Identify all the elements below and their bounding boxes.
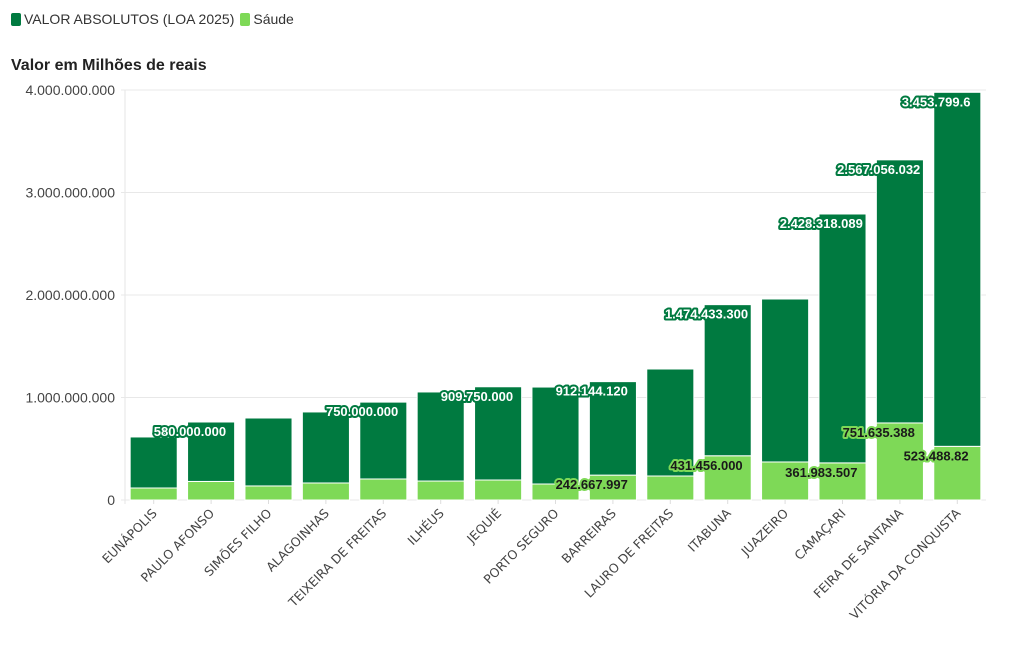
data-label: 3.453.799.6 (902, 94, 971, 109)
bar-valor-absolutos[interactable] (301, 411, 350, 484)
bar-valor-absolutos[interactable] (474, 386, 523, 481)
y-tick-label: 4.000.000.000 (25, 82, 115, 98)
x-tick-label: TEIXEIRA DE FREITAS (285, 505, 390, 610)
bar-valor-absolutos[interactable] (359, 401, 408, 480)
bar-saude[interactable] (244, 485, 293, 501)
x-tick-label: VITÓRIA DA CONQUISTA (847, 505, 964, 622)
data-label: 750.000.000 (326, 404, 398, 419)
data-label: 912.144.120 (556, 384, 628, 399)
bar-valor-absolutos[interactable] (531, 386, 580, 485)
x-tick-label: CAMAÇARI (791, 506, 848, 563)
bars (129, 91, 982, 501)
bar-saude[interactable] (474, 479, 523, 501)
bar-saude[interactable] (646, 475, 695, 501)
bar-valor-absolutos[interactable] (187, 421, 236, 482)
bar-valor-absolutos[interactable] (875, 159, 924, 424)
bar-valor-absolutos[interactable] (244, 417, 293, 487)
bar-saude[interactable] (187, 480, 236, 501)
data-label: 1.474.433.300 (665, 307, 748, 322)
bar-saude[interactable] (818, 462, 867, 501)
bar-valor-absolutos[interactable] (703, 304, 752, 457)
x-tick-label: ILHÉUS (404, 505, 446, 547)
y-axis: 0 1.000.000.000 2.000.000.000 3.000.000.000… (25, 82, 115, 508)
bar-valor-absolutos[interactable] (588, 381, 637, 476)
y-tick-label: 0 (107, 492, 115, 508)
data-label: 242.667.997 (556, 477, 628, 492)
chart-legend: VALOR ABSOLUTOS (LOA 2025) Sáude (11, 11, 294, 27)
x-tick-label: EUNÁPOLIS (99, 505, 160, 566)
data-label: 2.567.056.032 (837, 162, 920, 177)
data-label: 2.428.318.089 (780, 216, 863, 231)
legend-swatch-saude (240, 12, 251, 26)
bar-valor-absolutos[interactable] (818, 213, 867, 464)
bar-saude[interactable] (875, 422, 924, 501)
legend-item-valor-absolutos[interactable]: VALOR ABSOLUTOS (LOA 2025) (11, 11, 234, 27)
y-tick-label: 1.000.000.000 (25, 390, 115, 406)
x-tick-label: BARREIRAS (558, 505, 619, 566)
bar-saude[interactable] (129, 487, 178, 501)
bar-valor-absolutos[interactable] (933, 91, 982, 447)
legend-label-saude: Sáude (253, 11, 294, 27)
x-tick-label: ITABUNA (685, 505, 734, 554)
bar-valor-absolutos[interactable] (646, 368, 695, 477)
legend-label-valor-absolutos: VALOR ABSOLUTOS (LOA 2025) (24, 11, 235, 27)
data-label: 580.000.000 (154, 424, 226, 439)
x-tick-label: JEQUIÉ (463, 505, 504, 546)
chart-title: Valor em Milhões de reais (11, 57, 207, 74)
data-labels: 580.000.000 750.000.000 909.750.000 912.144… (152, 92, 973, 494)
bar-saude[interactable] (359, 478, 408, 501)
bar-valor-absolutos[interactable] (416, 391, 465, 482)
y-tick-label: 3.000.000.000 (25, 185, 115, 201)
legend-item-saude[interactable]: Sáude (240, 11, 294, 27)
bar-saude[interactable] (301, 482, 350, 501)
y-tick-label: 2.000.000.000 (25, 287, 115, 303)
data-label: 523.488.82 (904, 448, 969, 463)
data-label: 909.750.000 (441, 389, 513, 404)
bar-valor-absolutos[interactable] (761, 298, 810, 463)
data-label: 751.635.388 (843, 425, 915, 440)
data-label: 431.456.000 (670, 458, 742, 473)
bar-saude[interactable] (933, 445, 982, 501)
bar-saude[interactable] (588, 474, 637, 501)
bar-saude[interactable] (761, 461, 810, 501)
bar-saude[interactable] (416, 480, 465, 501)
legend-swatch-valor-absolutos (11, 12, 21, 26)
x-tick-label: JUAZEIRO (737, 505, 791, 559)
data-label: 361.983.507 (785, 465, 857, 480)
bar-valor-absolutos[interactable] (129, 436, 178, 489)
